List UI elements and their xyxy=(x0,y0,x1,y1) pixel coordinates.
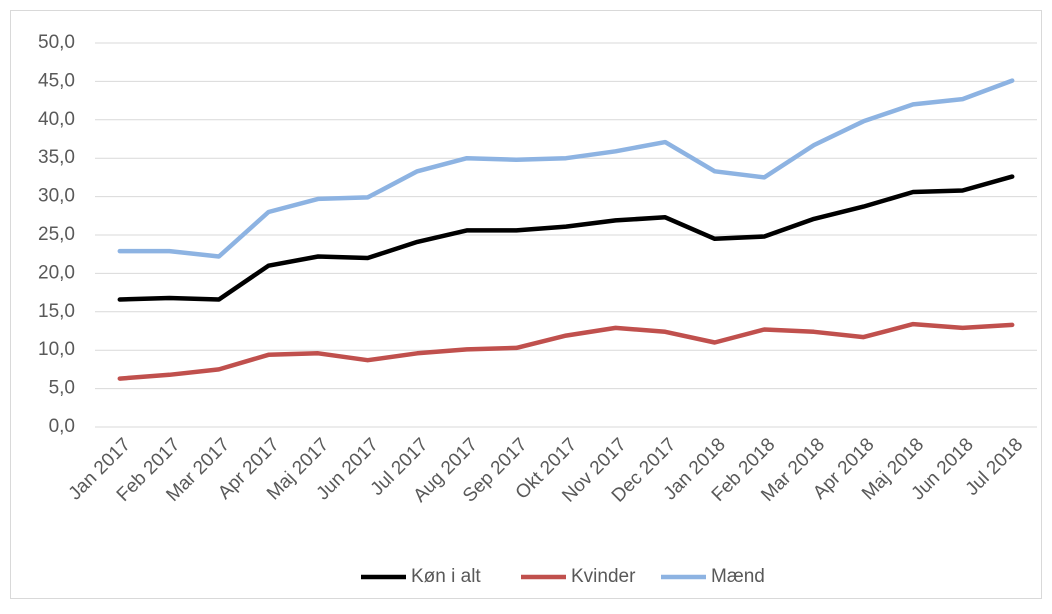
y-tick-label: 0,0 xyxy=(49,416,75,437)
legend-label: Kvinder xyxy=(571,566,636,587)
legend-label: Køn i alt xyxy=(411,566,481,587)
y-tick-label: 50,0 xyxy=(38,32,75,53)
y-tick-label: 45,0 xyxy=(38,70,75,91)
y-tick-label: 20,0 xyxy=(38,262,75,283)
y-tick-label: 5,0 xyxy=(49,378,75,399)
series-line xyxy=(117,174,1015,302)
y-tick-label: 10,0 xyxy=(38,339,75,360)
chart-border xyxy=(10,10,1042,599)
y-tick-label: 25,0 xyxy=(38,224,75,245)
y-tick-label: 15,0 xyxy=(38,301,75,322)
y-tick-label: 30,0 xyxy=(38,186,75,207)
y-tick-label: 35,0 xyxy=(38,147,75,168)
series-line xyxy=(117,321,1015,381)
y-tick-label: 40,0 xyxy=(38,109,75,130)
series-line xyxy=(117,78,1015,259)
legend-label: Mænd xyxy=(711,566,765,587)
